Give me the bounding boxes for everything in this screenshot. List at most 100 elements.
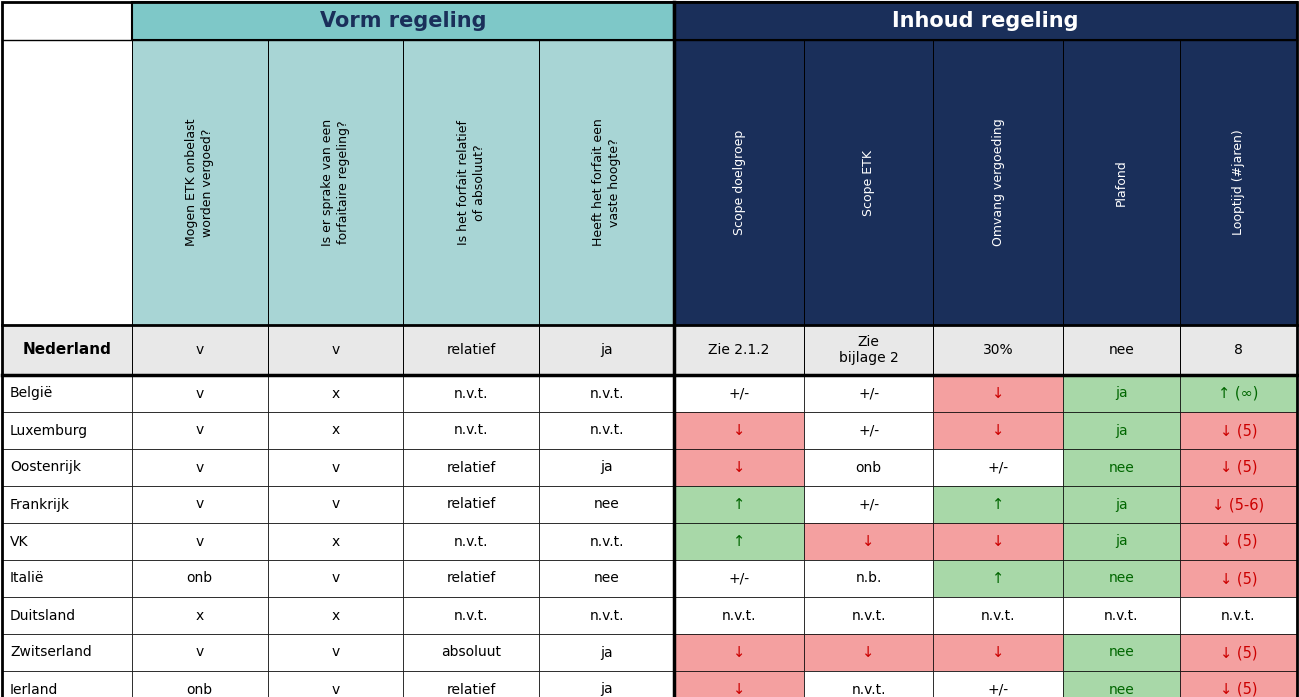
Bar (539, 671, 674, 697)
Bar (1179, 634, 1296, 671)
Bar (804, 597, 933, 634)
Text: v: v (331, 461, 339, 475)
Text: Frankrijk: Frankrijk (10, 498, 70, 512)
Bar (539, 325, 674, 375)
Text: ↓: ↓ (863, 534, 874, 549)
Bar (933, 40, 1063, 325)
Text: Ierland: Ierland (10, 682, 58, 696)
Text: v: v (196, 498, 204, 512)
Text: v: v (331, 645, 339, 659)
Text: Scope ETK: Scope ETK (863, 149, 876, 215)
Bar (804, 375, 933, 412)
Text: +/-: +/- (859, 498, 879, 512)
Bar (1063, 671, 1179, 697)
Bar (268, 325, 403, 375)
Text: Italië: Italië (10, 572, 44, 585)
Bar (804, 325, 933, 375)
Bar (674, 671, 804, 697)
Text: ↓ (5-6): ↓ (5-6) (1212, 497, 1264, 512)
Bar (1179, 449, 1296, 486)
Text: +/-: +/- (987, 461, 1008, 475)
Bar (3, 449, 132, 486)
Text: nee: nee (1108, 343, 1134, 357)
Text: nee: nee (594, 572, 620, 585)
Bar (132, 2, 674, 40)
Bar (1179, 597, 1296, 634)
Text: absoluut: absoluut (442, 645, 501, 659)
Bar (933, 597, 1063, 634)
Bar (132, 40, 268, 325)
Bar (539, 449, 674, 486)
Text: ↓: ↓ (992, 645, 1004, 660)
Bar (1063, 523, 1179, 560)
Bar (674, 40, 804, 325)
Bar (1063, 634, 1179, 671)
Text: v: v (196, 645, 204, 659)
Bar (403, 449, 539, 486)
Bar (933, 375, 1063, 412)
Text: n.v.t.: n.v.t. (453, 387, 488, 401)
Bar (268, 634, 403, 671)
Text: n.v.t.: n.v.t. (851, 608, 886, 622)
Bar (674, 2, 1296, 40)
Bar (1063, 375, 1179, 412)
Text: ↑: ↑ (992, 497, 1004, 512)
Text: ja: ja (600, 343, 613, 357)
Bar (3, 375, 132, 412)
Text: ↓: ↓ (733, 460, 746, 475)
Bar (403, 523, 539, 560)
Bar (403, 560, 539, 597)
Text: Heeft het forfait een
vaste hoogte?: Heeft het forfait een vaste hoogte? (592, 118, 621, 246)
Bar (3, 2, 132, 40)
Text: relatief: relatief (447, 498, 496, 512)
Text: ja: ja (1115, 424, 1128, 438)
Bar (268, 523, 403, 560)
Text: relatief: relatief (447, 682, 496, 696)
Text: ↓ (5): ↓ (5) (1220, 460, 1257, 475)
Bar (933, 412, 1063, 449)
Text: n.v.t.: n.v.t. (851, 682, 886, 696)
Bar (3, 325, 132, 375)
Text: ↓: ↓ (992, 534, 1004, 549)
Text: Zie 2.1.2: Zie 2.1.2 (708, 343, 770, 357)
Bar (804, 634, 933, 671)
Bar (3, 412, 132, 449)
Bar (268, 671, 403, 697)
Text: v: v (331, 343, 339, 357)
Text: v: v (196, 461, 204, 475)
Bar (268, 412, 403, 449)
Bar (3, 560, 132, 597)
Bar (132, 412, 268, 449)
Text: ja: ja (1115, 498, 1128, 512)
Text: ↑ (∞): ↑ (∞) (1218, 386, 1259, 401)
Text: Is er sprake van een
forfaitaire regeling?: Is er sprake van een forfaitaire regelin… (321, 119, 349, 246)
Text: n.v.t.: n.v.t. (590, 424, 624, 438)
Bar (539, 560, 674, 597)
Text: ja: ja (600, 461, 613, 475)
Bar (268, 597, 403, 634)
Bar (132, 671, 268, 697)
Text: n.v.t.: n.v.t. (981, 608, 1016, 622)
Text: ↓ (5): ↓ (5) (1220, 645, 1257, 660)
Text: +/-: +/- (859, 424, 879, 438)
Text: Is het forfait relatief
of absoluut?: Is het forfait relatief of absoluut? (456, 120, 486, 245)
Text: ↓: ↓ (733, 682, 746, 697)
Text: x: x (331, 424, 339, 438)
Text: Omvang vergoeding: Omvang vergoeding (991, 118, 1004, 246)
Text: +/-: +/- (859, 387, 879, 401)
Bar (403, 325, 539, 375)
Text: relatief: relatief (447, 461, 496, 475)
Bar (3, 597, 132, 634)
Text: n.v.t.: n.v.t. (1221, 608, 1256, 622)
Bar (674, 486, 804, 523)
Text: Mogen ETK onbelast
worden vergoed?: Mogen ETK onbelast worden vergoed? (186, 118, 214, 246)
Text: ↓: ↓ (733, 423, 746, 438)
Bar (132, 325, 268, 375)
Bar (539, 634, 674, 671)
Text: Zie
bijlage 2: Zie bijlage 2 (839, 335, 899, 365)
Bar (3, 486, 132, 523)
Text: n.v.t.: n.v.t. (722, 608, 756, 622)
Text: x: x (331, 608, 339, 622)
Text: ↓: ↓ (733, 645, 746, 660)
Text: x: x (196, 608, 204, 622)
